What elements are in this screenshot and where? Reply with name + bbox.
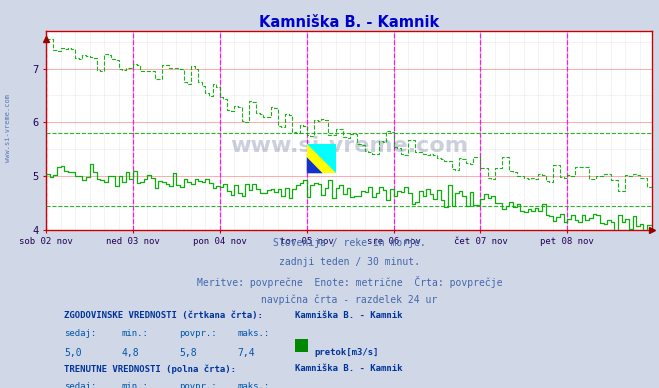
Text: zadnji teden / 30 minut.: zadnji teden / 30 minut. bbox=[279, 256, 420, 267]
Text: www.si-vreme.com: www.si-vreme.com bbox=[5, 94, 11, 162]
Text: ZGODOVINSKE VREDNOSTI (črtkana črta):: ZGODOVINSKE VREDNOSTI (črtkana črta): bbox=[65, 311, 263, 320]
Text: navpična črta - razdelek 24 ur: navpična črta - razdelek 24 ur bbox=[261, 295, 438, 305]
Text: Slovenija / reke in morje.: Slovenija / reke in morje. bbox=[273, 237, 426, 248]
Polygon shape bbox=[306, 144, 335, 173]
Text: TRENUTNE VREDNOSTI (polna črta):: TRENUTNE VREDNOSTI (polna črta): bbox=[65, 364, 237, 374]
Text: 7,4: 7,4 bbox=[237, 348, 255, 358]
Text: povpr.:: povpr.: bbox=[179, 382, 217, 388]
Title: Kamniška B. - Kamnik: Kamniška B. - Kamnik bbox=[259, 15, 440, 30]
Text: 4,8: 4,8 bbox=[122, 348, 140, 358]
Bar bbox=[306, 144, 335, 173]
Text: 5,0: 5,0 bbox=[65, 348, 82, 358]
Text: Meritve: povprečne  Enote: metrične  Črta: povprečje: Meritve: povprečne Enote: metrične Črta:… bbox=[196, 276, 502, 288]
Text: povpr.:: povpr.: bbox=[179, 329, 217, 338]
Text: maks.:: maks.: bbox=[237, 329, 270, 338]
Text: Kamniška B. - Kamnik: Kamniška B. - Kamnik bbox=[295, 311, 402, 320]
Text: sedaj:: sedaj: bbox=[65, 382, 97, 388]
Text: www.si-vreme.com: www.si-vreme.com bbox=[230, 136, 469, 156]
Text: 5,8: 5,8 bbox=[179, 348, 197, 358]
Text: min.:: min.: bbox=[122, 329, 149, 338]
Text: pretok[m3/s]: pretok[m3/s] bbox=[314, 348, 379, 357]
Text: maks.:: maks.: bbox=[237, 382, 270, 388]
Polygon shape bbox=[306, 157, 323, 173]
Bar bbox=[295, 339, 308, 352]
Text: Kamniška B. - Kamnik: Kamniška B. - Kamnik bbox=[295, 364, 402, 373]
Text: min.:: min.: bbox=[122, 382, 149, 388]
Text: sedaj:: sedaj: bbox=[65, 329, 97, 338]
